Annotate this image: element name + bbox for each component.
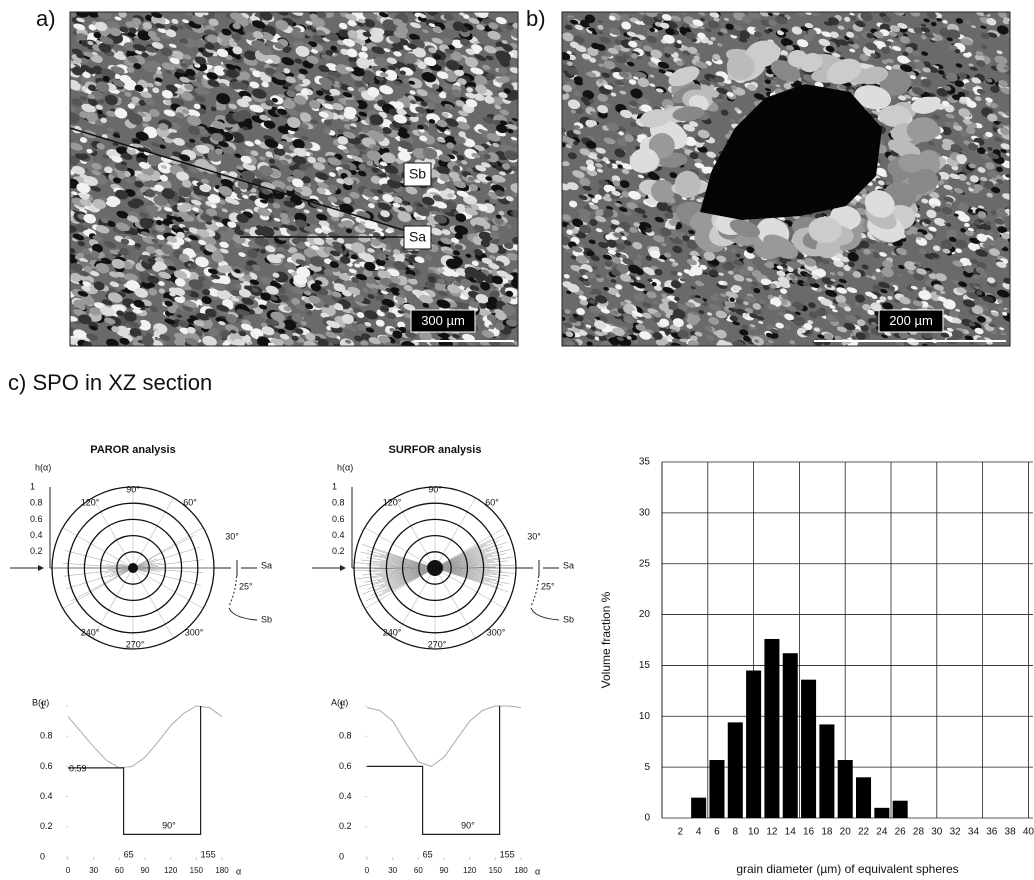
micrograph-a	[62, 6, 526, 354]
micrograph-b	[556, 7, 1017, 352]
